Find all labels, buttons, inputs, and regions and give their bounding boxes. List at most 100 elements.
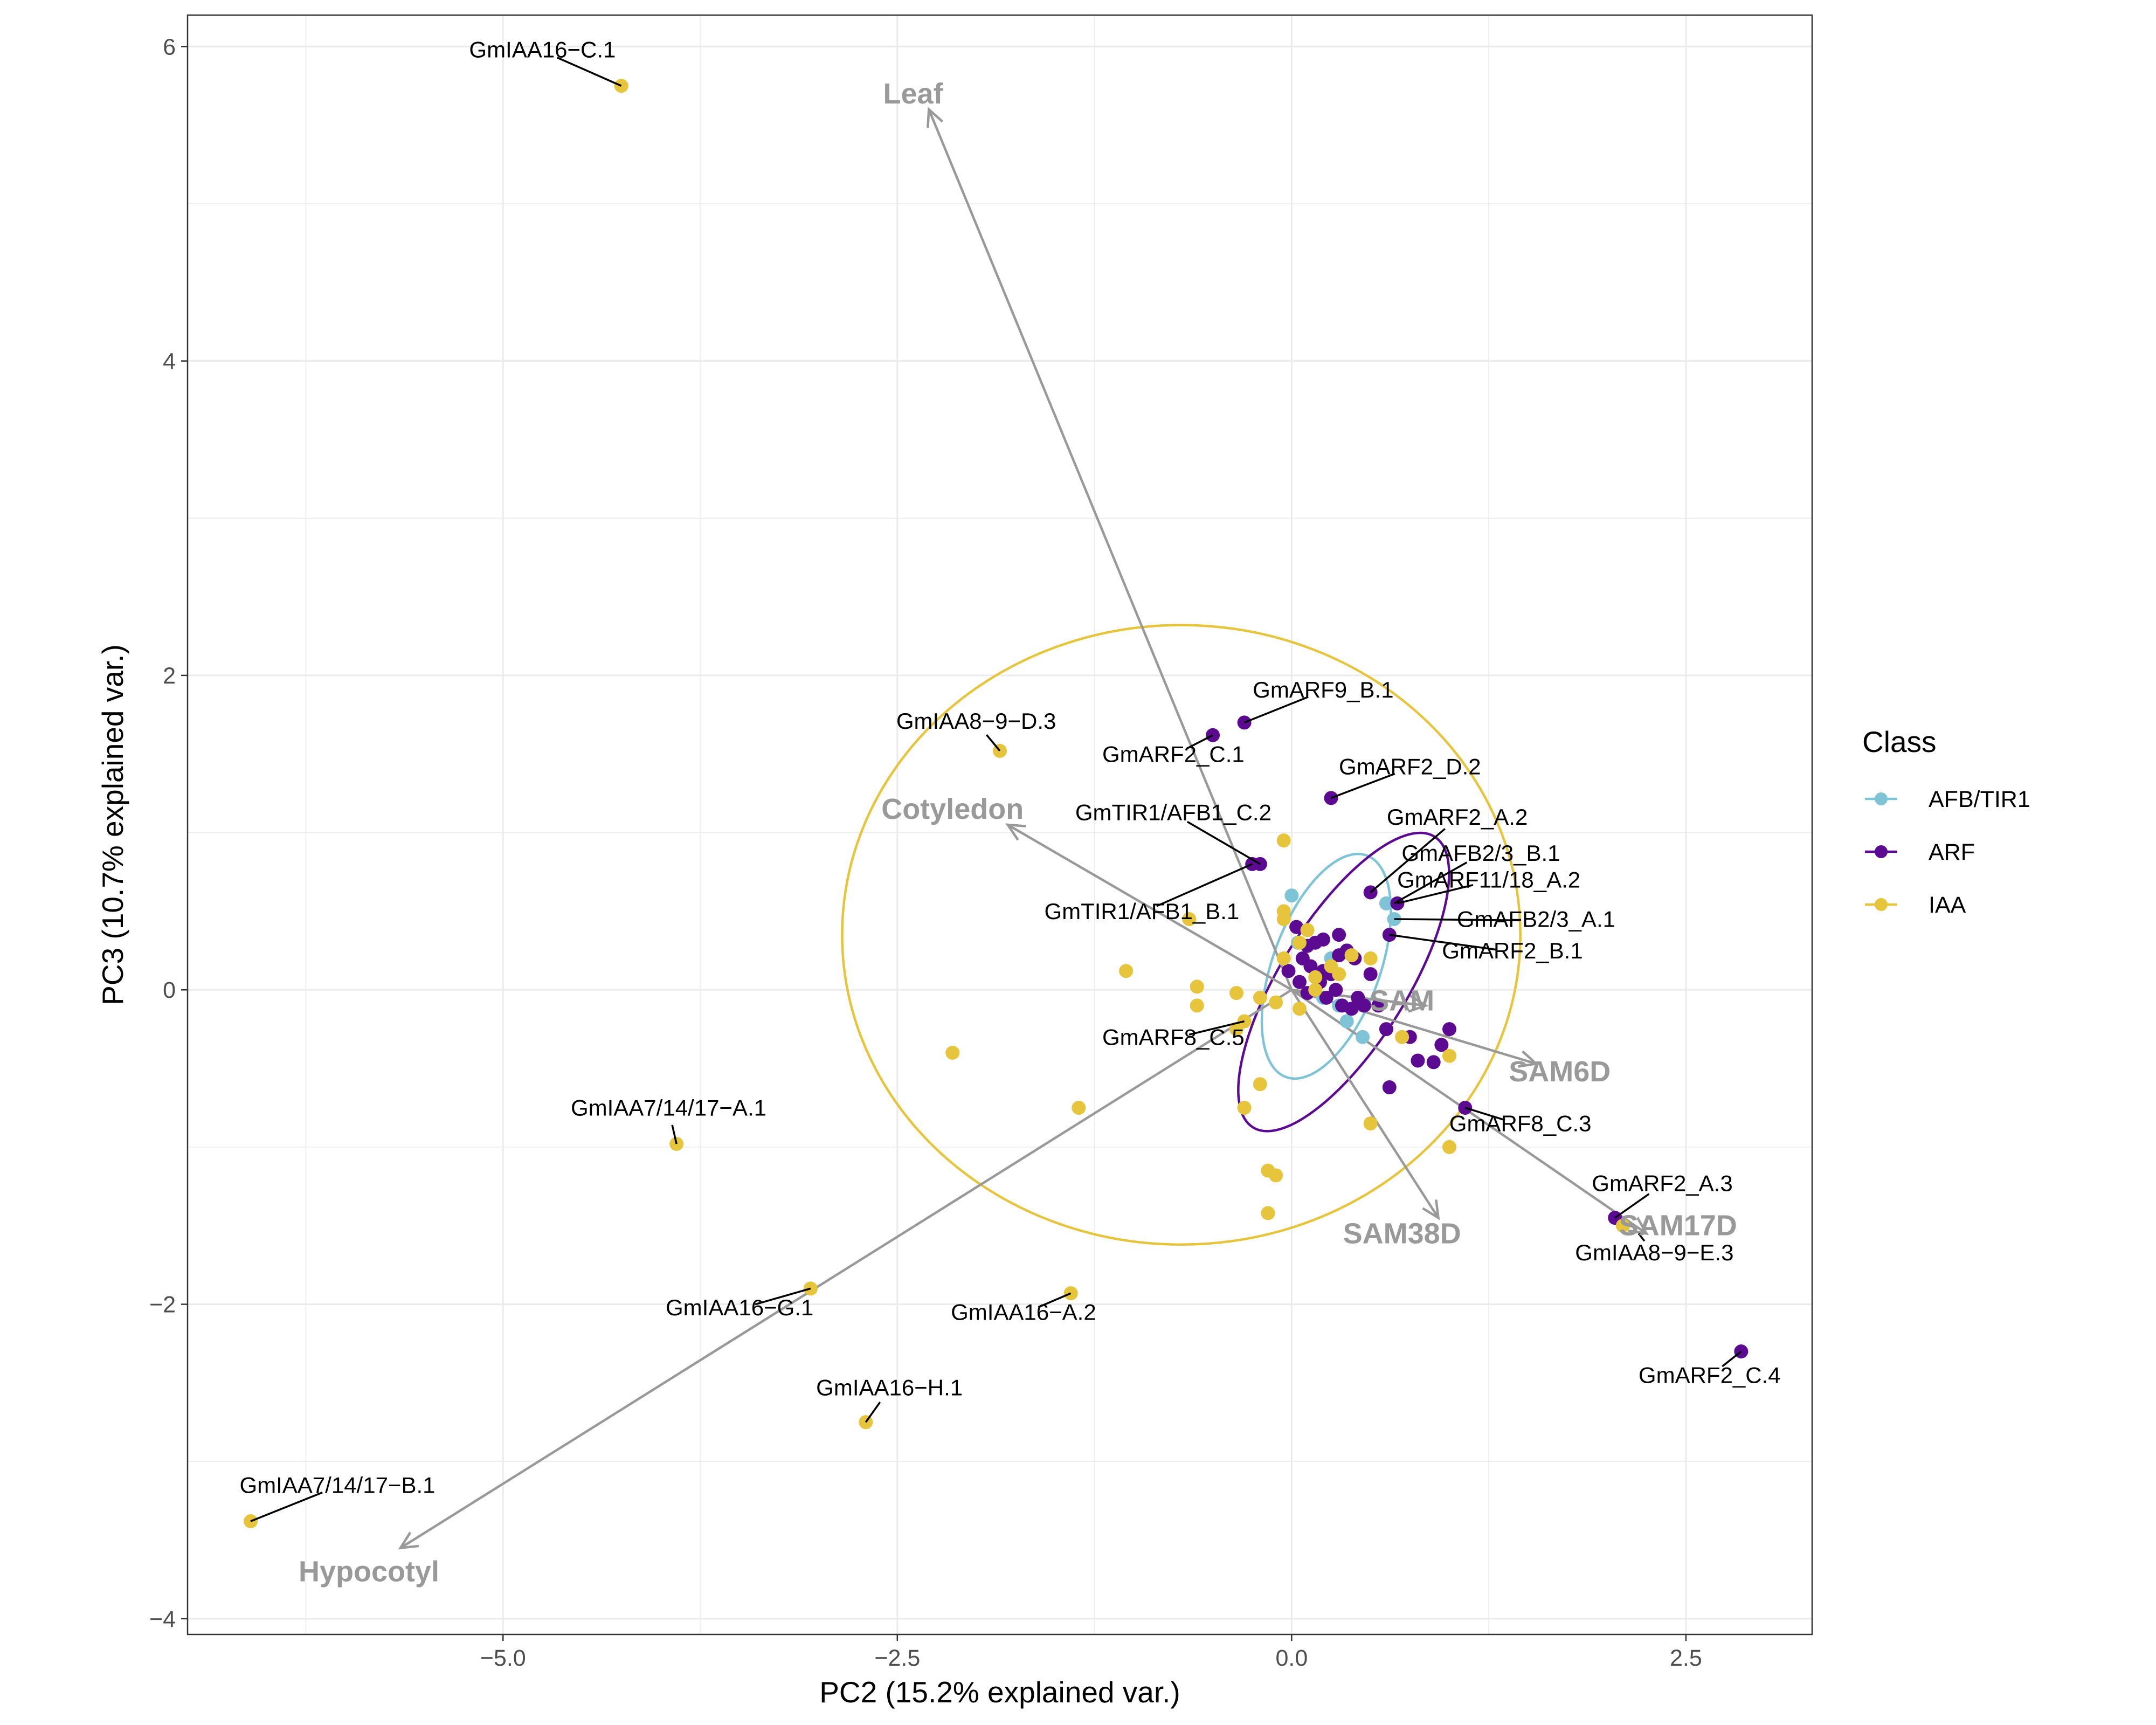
annotation-leader xyxy=(1722,1350,1742,1368)
loading-arrowhead xyxy=(1005,823,1026,841)
point-arf xyxy=(1332,948,1346,963)
point-iaa xyxy=(1253,1077,1267,1092)
point-iaa xyxy=(1261,1163,1275,1178)
legend-key-point xyxy=(1875,792,1888,805)
point-iaa xyxy=(1276,951,1291,965)
annotation-leader xyxy=(865,1402,881,1423)
annotation-leader xyxy=(1637,1233,1646,1242)
annotation-label: GmARF8_C.5 xyxy=(1102,1024,1245,1050)
legend-label: IAA xyxy=(1929,892,1966,918)
point-afb-tir1 xyxy=(1284,888,1299,903)
annotation-leader xyxy=(755,1287,811,1306)
annotation-leader xyxy=(250,1492,323,1522)
point-iaa xyxy=(1442,1140,1456,1154)
plot-panel xyxy=(188,15,1812,1634)
loading-arrowhead xyxy=(927,107,944,128)
point-arf xyxy=(1316,932,1330,947)
point-arf xyxy=(1434,1038,1449,1052)
loading-label-hypocotyl: Hypocotyl xyxy=(299,1555,439,1588)
loading-arrowhead xyxy=(1422,1199,1440,1220)
annotation-leader xyxy=(1187,734,1213,749)
loading-label-sam6d: SAM6D xyxy=(1509,1055,1611,1088)
annotation-label: GmIAA16−C.1 xyxy=(469,37,616,63)
annotation-label: GmAFB2/3_A.1 xyxy=(1457,907,1615,932)
legend-label: AFB/TIR1 xyxy=(1929,786,2030,812)
point-iaa xyxy=(1308,983,1323,997)
annotation-label: GmIAA16−A.2 xyxy=(951,1300,1096,1325)
annotation-leader xyxy=(1397,884,1474,905)
loading-arrowhead xyxy=(1628,1217,1649,1236)
loading-arrow-cotyledon xyxy=(1007,824,1293,991)
annotation-label: GmARF8_C.3 xyxy=(1449,1111,1592,1136)
point-iaa xyxy=(1276,912,1291,926)
point-arf xyxy=(1289,920,1304,934)
point-annotations: GmIAA16−C.1 GmIAA8−9−D.3 GmARF9_B.1 GmARF2_… xyxy=(239,37,1781,1522)
point-iaa xyxy=(1344,948,1359,963)
point-arf xyxy=(1426,1055,1441,1070)
point-iaa xyxy=(1253,990,1267,1005)
loading-labels: Leaf Cotyledon SAM SAM6D SAM17D SAM38D Hypocot… xyxy=(299,78,1737,1588)
legend-key-point xyxy=(1875,898,1888,911)
point-arf xyxy=(1371,998,1386,1013)
point-arf xyxy=(1292,975,1307,989)
point-iaa xyxy=(1190,979,1204,994)
annotation-leader xyxy=(557,57,622,87)
point-iaa xyxy=(1395,1030,1409,1044)
y-tick-label: −4 xyxy=(149,1606,176,1632)
annotation-label: GmARF2_A.2 xyxy=(1387,804,1528,830)
point-iaa xyxy=(1363,951,1378,965)
annotation-label: GmARF2_C.1 xyxy=(1102,741,1245,767)
point-arf xyxy=(1319,990,1333,1005)
annotation-leader xyxy=(1370,828,1446,893)
legend: Class AFB/TIR1 ARF IAA xyxy=(1862,725,2030,918)
legend-title: Class xyxy=(1862,725,1937,758)
annotation-label: GmARF2_D.2 xyxy=(1339,754,1481,779)
annotation-leader xyxy=(1243,696,1309,724)
x-axis-title: PC2 (15.2% explained var.) xyxy=(819,1675,1180,1709)
point-iaa xyxy=(1292,1002,1307,1016)
annotation-label: GmIAA7/14/17−B.1 xyxy=(239,1473,435,1498)
annotation-leader xyxy=(1186,820,1261,865)
point-iaa xyxy=(1442,1048,1456,1063)
data-points xyxy=(244,79,1749,1529)
point-iaa xyxy=(1072,1100,1086,1115)
annotation-label: GmIAA16−G.1 xyxy=(666,1295,813,1320)
x-tick-label: 2.5 xyxy=(1670,1645,1702,1671)
annotation-leader xyxy=(1389,934,1497,951)
loading-arrow-sam38d xyxy=(1290,989,1440,1219)
legend-key-point xyxy=(1875,845,1888,858)
point-iaa xyxy=(1300,923,1315,937)
point-arf xyxy=(1344,1002,1359,1016)
point-arf xyxy=(1379,1022,1393,1037)
x-tick-label: −2.5 xyxy=(874,1645,920,1671)
loading-label-sam: SAM xyxy=(1370,985,1434,1017)
loading-label-leaf: Leaf xyxy=(883,78,944,110)
point-iaa xyxy=(1269,995,1283,1010)
annotation-leader xyxy=(1156,863,1253,907)
annotation-leader xyxy=(1330,772,1395,799)
point-arf xyxy=(1363,967,1378,982)
point-iaa xyxy=(1276,833,1291,848)
point-iaa xyxy=(1190,998,1204,1013)
point-iaa xyxy=(1363,1116,1378,1131)
annotation-leader xyxy=(1464,1107,1505,1121)
x-tick-label: −5.0 xyxy=(480,1645,526,1671)
loading-label-sam17d: SAM17D xyxy=(1619,1210,1737,1242)
point-arf xyxy=(1357,998,1371,1013)
annotation-label: GmTIR1/AFB1_C.2 xyxy=(1075,799,1272,825)
legend-label: ARF xyxy=(1929,839,1975,865)
point-iaa xyxy=(1292,935,1307,950)
annotation-leader xyxy=(1614,1193,1650,1219)
annotation-leader xyxy=(671,1124,678,1144)
point-iaa xyxy=(1615,1218,1630,1233)
y-tick-label: −2 xyxy=(149,1292,176,1318)
point-arf xyxy=(1329,983,1343,997)
annotation-label: GmARF2_A.3 xyxy=(1592,1171,1732,1196)
y-axis-title: PC3 (10.7% explained var.) xyxy=(96,644,129,1005)
annotation-label: GmARF9_B.1 xyxy=(1253,677,1393,702)
annotation-label: GmIAA16−H.1 xyxy=(816,1375,963,1400)
point-iaa xyxy=(1237,1100,1252,1115)
annotation-label: GmIAA8−9−E.3 xyxy=(1575,1240,1733,1265)
x-tick-label: 0.0 xyxy=(1275,1645,1308,1671)
